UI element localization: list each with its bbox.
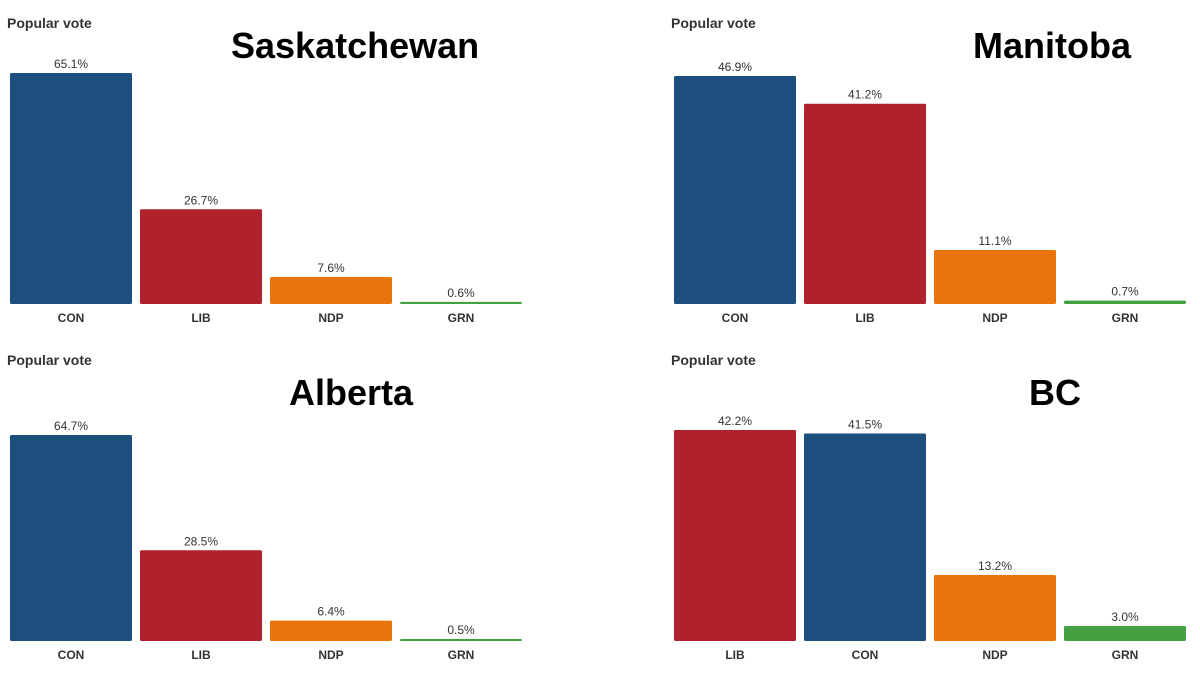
category-label-ndp: NDP bbox=[982, 648, 1007, 662]
value-label-lib: 28.5% bbox=[184, 534, 218, 548]
bar-lib bbox=[804, 103, 926, 304]
bar-grn bbox=[1064, 300, 1186, 304]
value-label-ndp: 13.2% bbox=[978, 559, 1012, 573]
category-label-ndp: NDP bbox=[982, 311, 1007, 325]
value-label-grn: 0.6% bbox=[447, 286, 475, 300]
bar-con bbox=[10, 73, 132, 304]
category-label-grn: GRN bbox=[1112, 648, 1139, 662]
category-label-ndp: NDP bbox=[318, 311, 343, 325]
value-label-ndp: 11.1% bbox=[978, 234, 1011, 248]
chart-panel-manitoba: Popular vote Manitoba 46.9% CON 41.2% LIB 11… bbox=[671, 15, 1191, 335]
bar-grn bbox=[1064, 626, 1186, 641]
category-label-con: CON bbox=[852, 648, 879, 662]
bar-ndp bbox=[270, 620, 392, 641]
chart-heading: Popular vote bbox=[671, 352, 756, 368]
bar-ndp bbox=[270, 277, 392, 304]
chart-title: Saskatchewan bbox=[231, 25, 480, 66]
bar-lib bbox=[140, 550, 262, 641]
chart-panel-bc: Popular vote BC 42.2% LIB 41.5% CON 13.2% NDP… bbox=[671, 352, 1191, 672]
value-label-grn: 0.5% bbox=[447, 623, 475, 637]
chart-panel-saskatchewan: Popular vote Saskatchewan 65.1% CON 26.7% L… bbox=[7, 15, 527, 335]
bar-chart: 46.9% CON 41.2% LIB 11.1% NDP 0.7% GRN bbox=[674, 60, 1186, 325]
bar-grn bbox=[400, 301, 522, 304]
value-label-con: 41.5% bbox=[848, 418, 882, 432]
value-label-ndp: 7.6% bbox=[317, 261, 345, 275]
bar-ndp bbox=[934, 575, 1056, 641]
bar-lib bbox=[140, 209, 262, 304]
category-label-con: CON bbox=[58, 311, 85, 325]
category-label-con: CON bbox=[722, 311, 749, 325]
chart-heading: Popular vote bbox=[7, 15, 92, 31]
category-label-lib: LIB bbox=[855, 311, 875, 325]
chart-title: Alberta bbox=[289, 372, 414, 413]
value-label-lib: 26.7% bbox=[184, 193, 218, 207]
value-label-con: 64.7% bbox=[54, 419, 88, 433]
category-label-lib: LIB bbox=[725, 648, 745, 662]
category-label-grn: GRN bbox=[448, 311, 475, 325]
category-label-con: CON bbox=[58, 648, 85, 662]
bar-chart: 65.1% CON 26.7% LIB 7.6% NDP 0.6% GRN bbox=[10, 57, 522, 325]
value-label-grn: 3.0% bbox=[1111, 610, 1139, 624]
chart-title: Manitoba bbox=[973, 25, 1131, 66]
bar-chart: 42.2% LIB 41.5% CON 13.2% NDP 3.0% GRN bbox=[674, 414, 1186, 662]
chart-title: BC bbox=[1029, 372, 1081, 413]
value-label-con: 46.9% bbox=[718, 60, 752, 74]
value-label-lib: 41.2% bbox=[848, 88, 882, 102]
bar-con bbox=[10, 435, 132, 641]
value-label-ndp: 6.4% bbox=[317, 605, 345, 619]
value-label-grn: 0.7% bbox=[1111, 285, 1139, 299]
category-label-lib: LIB bbox=[191, 311, 211, 325]
bar-ndp bbox=[934, 250, 1056, 304]
bar-grn bbox=[400, 639, 522, 641]
category-label-grn: GRN bbox=[448, 648, 475, 662]
bar-con bbox=[804, 433, 926, 641]
bar-chart: 64.7% CON 28.5% LIB 6.4% NDP 0.5% GRN bbox=[10, 419, 522, 662]
chart-heading: Popular vote bbox=[671, 15, 756, 31]
value-label-lib: 42.2% bbox=[718, 414, 752, 428]
bar-lib bbox=[674, 430, 796, 641]
category-label-ndp: NDP bbox=[318, 648, 343, 662]
chart-heading: Popular vote bbox=[7, 352, 92, 368]
bar-con bbox=[674, 76, 796, 304]
category-label-grn: GRN bbox=[1112, 311, 1139, 325]
category-label-lib: LIB bbox=[191, 648, 211, 662]
value-label-con: 65.1% bbox=[54, 57, 88, 71]
chart-panel-alberta: Popular vote Alberta 64.7% CON 28.5% LIB 6.4… bbox=[7, 352, 527, 672]
